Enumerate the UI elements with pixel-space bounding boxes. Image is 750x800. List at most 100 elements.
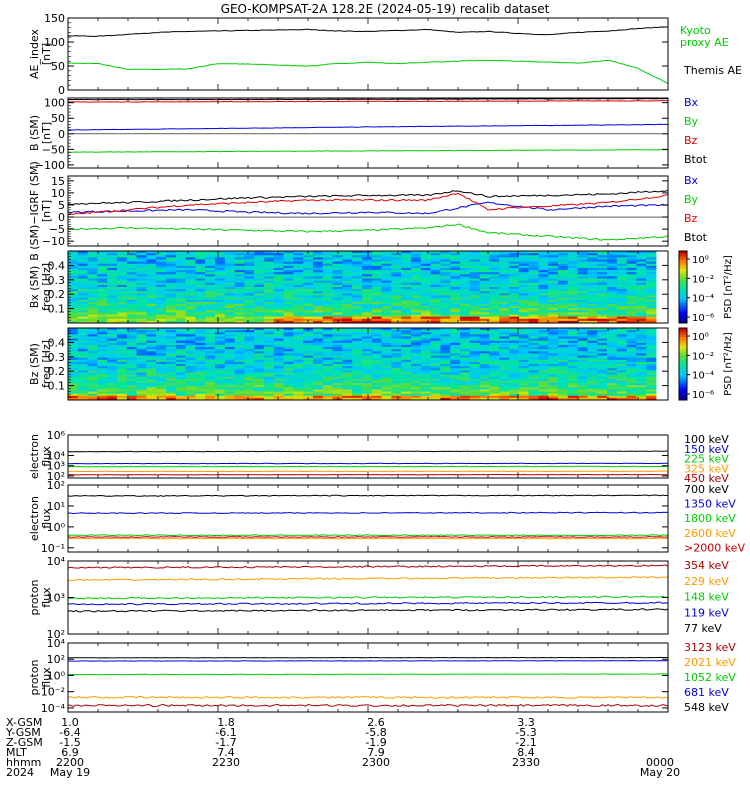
psd-cell xyxy=(391,263,402,267)
psd-cell xyxy=(420,272,431,275)
psd-cell xyxy=(234,263,245,267)
psd-cell xyxy=(420,265,431,269)
legend-entry: Bx xyxy=(684,174,699,187)
psd-cell xyxy=(136,253,147,256)
ephem-cell-z_gsm: -2.1 xyxy=(515,736,536,749)
psd-cell xyxy=(362,295,373,298)
psd-cell xyxy=(420,255,431,258)
psd-cell xyxy=(303,310,314,313)
psd-cell xyxy=(420,336,431,339)
psd-cell xyxy=(509,297,520,301)
psd-cell xyxy=(607,380,618,384)
psd-cell xyxy=(107,314,118,318)
psd-cell xyxy=(401,316,412,320)
psd-cell xyxy=(303,303,314,307)
psd-cell xyxy=(244,318,255,322)
psd-cell xyxy=(97,303,108,307)
psd-cell xyxy=(587,385,598,388)
ephem-cell-z_gsm: -1.9 xyxy=(365,736,386,749)
psd-cell xyxy=(107,259,118,262)
psd-cell xyxy=(215,395,226,399)
psd-cell xyxy=(509,318,520,322)
psd-cell xyxy=(146,293,157,296)
psd-cell xyxy=(126,265,137,269)
psd-cell xyxy=(273,376,284,380)
psd-cell xyxy=(411,353,422,356)
ytick-label: 10⁻⁴ xyxy=(41,702,66,715)
psd-cell xyxy=(185,272,196,275)
psd-cell xyxy=(224,370,235,373)
psd-cell xyxy=(518,261,529,265)
psd-cell xyxy=(450,265,461,269)
psd-cell xyxy=(528,306,539,309)
psd-cell xyxy=(264,284,275,288)
psd-cell xyxy=(538,282,549,286)
psd-cell xyxy=(597,342,608,346)
psd-cell xyxy=(430,284,441,288)
psd-cell xyxy=(460,253,471,256)
psd-cell xyxy=(303,272,314,275)
psd-cell xyxy=(313,272,324,275)
psd-cell xyxy=(342,263,353,267)
psd-cell xyxy=(234,393,245,397)
psd-cell xyxy=(332,253,343,256)
psd-cell xyxy=(479,351,490,354)
psd-cell xyxy=(273,310,284,313)
psd-cell xyxy=(332,338,343,342)
psd-cell xyxy=(607,253,618,256)
psd-cell xyxy=(175,306,186,309)
psd-cell xyxy=(479,314,490,318)
colorbar-band xyxy=(679,333,687,336)
colorbar-band xyxy=(679,382,687,385)
psd-cell xyxy=(156,280,167,284)
psd-cell xyxy=(391,351,402,354)
psd-cell xyxy=(68,308,79,311)
psd-cell xyxy=(411,370,422,373)
psd-cell xyxy=(558,287,569,290)
psd-cell xyxy=(87,334,98,337)
psd-cell xyxy=(401,282,412,286)
psd-cell xyxy=(489,380,500,384)
psd-cell xyxy=(205,301,216,305)
legend-entry: 225 keV xyxy=(684,453,729,466)
psd-cell xyxy=(616,251,627,254)
psd-cell xyxy=(215,342,226,346)
psd-cell xyxy=(587,351,598,354)
psd-cell xyxy=(440,291,451,294)
psd-cell xyxy=(224,332,235,335)
psd-cell xyxy=(146,355,157,359)
psd-cell xyxy=(430,310,441,313)
psd-cell xyxy=(538,312,549,315)
psd-cell xyxy=(607,255,618,258)
psd-cell xyxy=(362,353,373,356)
psd-cell xyxy=(273,359,284,363)
psd-cell xyxy=(411,376,422,380)
psd-cell xyxy=(411,276,422,279)
psd-cell xyxy=(420,334,431,337)
psd-cell xyxy=(68,257,79,260)
psd-cell xyxy=(381,291,392,294)
psd-cell xyxy=(77,303,88,307)
psd-cell xyxy=(107,380,118,384)
psd-cell xyxy=(352,374,363,378)
psd-cell xyxy=(264,293,275,296)
psd-cell xyxy=(234,355,245,359)
psd-cell xyxy=(342,255,353,258)
psd-cell xyxy=(273,380,284,384)
psd-cell xyxy=(616,330,627,333)
psd-cell xyxy=(175,344,186,348)
psd-cell xyxy=(401,318,412,322)
psd-cell xyxy=(538,318,549,322)
psd-cell xyxy=(293,314,304,318)
psd-cell xyxy=(646,291,657,294)
psd-cell xyxy=(626,342,637,346)
psd-cell xyxy=(224,318,235,322)
psd-cell xyxy=(538,314,549,318)
psd-cell xyxy=(77,393,88,397)
psd-cell xyxy=(626,320,637,324)
psd-cell xyxy=(322,276,333,279)
psd-cell xyxy=(440,306,451,309)
psd-cell xyxy=(558,355,569,359)
psd-cell xyxy=(381,342,392,346)
psd-cell xyxy=(205,265,216,269)
